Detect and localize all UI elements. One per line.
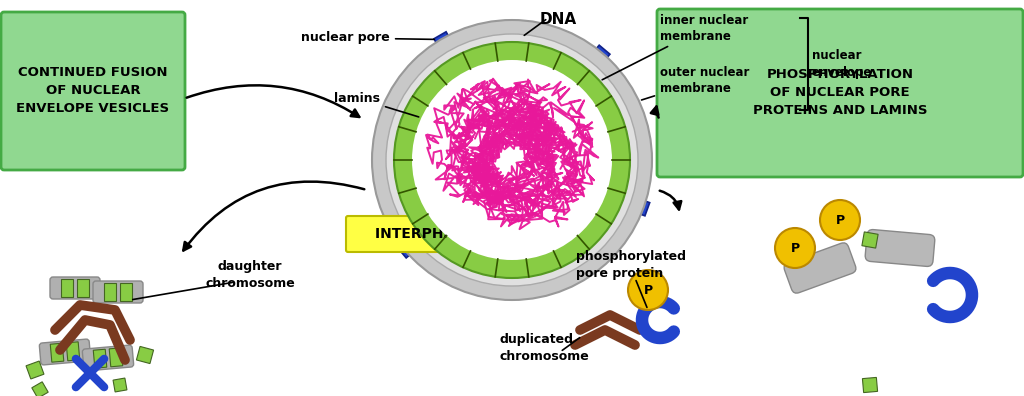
Bar xyxy=(792,246,809,264)
Text: nuclear
envelope: nuclear envelope xyxy=(812,49,872,79)
Bar xyxy=(862,232,879,248)
FancyBboxPatch shape xyxy=(50,277,100,299)
FancyBboxPatch shape xyxy=(39,339,90,365)
FancyBboxPatch shape xyxy=(346,216,580,252)
Text: lamins: lamins xyxy=(334,91,419,117)
Bar xyxy=(862,377,878,392)
FancyBboxPatch shape xyxy=(596,60,606,70)
Bar xyxy=(67,342,80,361)
FancyBboxPatch shape xyxy=(82,345,133,371)
Text: P: P xyxy=(643,284,652,297)
FancyBboxPatch shape xyxy=(632,193,641,203)
Bar xyxy=(77,279,89,297)
Text: daughter
chromosome: daughter chromosome xyxy=(205,260,295,290)
Circle shape xyxy=(820,200,860,240)
Text: P: P xyxy=(791,242,800,255)
Text: PHOSPHORYLATION
OF NUCLEAR PORE
PROTEINS AND LAMINS: PHOSPHORYLATION OF NUCLEAR PORE PROTEINS… xyxy=(753,69,928,118)
Text: phosphorylated
pore protein: phosphorylated pore protein xyxy=(575,250,686,280)
Bar xyxy=(120,283,132,301)
Text: P: P xyxy=(836,213,845,227)
Bar xyxy=(397,229,428,258)
FancyBboxPatch shape xyxy=(447,39,458,49)
FancyBboxPatch shape xyxy=(585,51,596,61)
Ellipse shape xyxy=(394,42,630,278)
Bar xyxy=(136,346,154,364)
FancyArrowPatch shape xyxy=(183,182,365,251)
Bar xyxy=(104,283,116,301)
Ellipse shape xyxy=(372,20,652,300)
Bar xyxy=(434,32,460,63)
FancyBboxPatch shape xyxy=(93,281,143,303)
FancyBboxPatch shape xyxy=(412,244,422,254)
Bar xyxy=(93,349,106,368)
Text: INTERPHASE NUCLEUS: INTERPHASE NUCLEUS xyxy=(375,227,551,241)
FancyArrowPatch shape xyxy=(186,85,359,117)
FancyArrowPatch shape xyxy=(659,191,681,209)
Bar xyxy=(110,348,123,367)
Bar xyxy=(26,361,44,379)
Text: outer nuclear
membrane: outer nuclear membrane xyxy=(641,65,750,100)
Bar xyxy=(50,343,63,362)
Bar xyxy=(618,193,649,216)
Text: CONTINUED FUSION
OF NUCLEAR
ENVELOPE VESICLES: CONTINUED FUSION OF NUCLEAR ENVELOPE VES… xyxy=(16,67,170,116)
FancyBboxPatch shape xyxy=(1,12,185,170)
FancyBboxPatch shape xyxy=(402,233,414,244)
Text: DNA: DNA xyxy=(540,12,578,27)
FancyArrowPatch shape xyxy=(651,107,658,118)
Bar xyxy=(32,382,48,396)
FancyBboxPatch shape xyxy=(627,206,637,216)
Text: inner nuclear
membrane: inner nuclear membrane xyxy=(602,13,749,80)
FancyBboxPatch shape xyxy=(436,46,446,56)
FancyBboxPatch shape xyxy=(657,9,1023,177)
FancyBboxPatch shape xyxy=(865,230,935,267)
Bar xyxy=(113,378,127,392)
Bar xyxy=(61,279,73,297)
Bar xyxy=(582,45,610,76)
Ellipse shape xyxy=(412,60,612,260)
Circle shape xyxy=(775,228,815,268)
Text: nuclear pore: nuclear pore xyxy=(301,32,434,44)
Circle shape xyxy=(628,270,668,310)
FancyBboxPatch shape xyxy=(784,243,856,293)
Ellipse shape xyxy=(386,34,638,286)
Text: duplicated
chromosome: duplicated chromosome xyxy=(500,333,590,363)
